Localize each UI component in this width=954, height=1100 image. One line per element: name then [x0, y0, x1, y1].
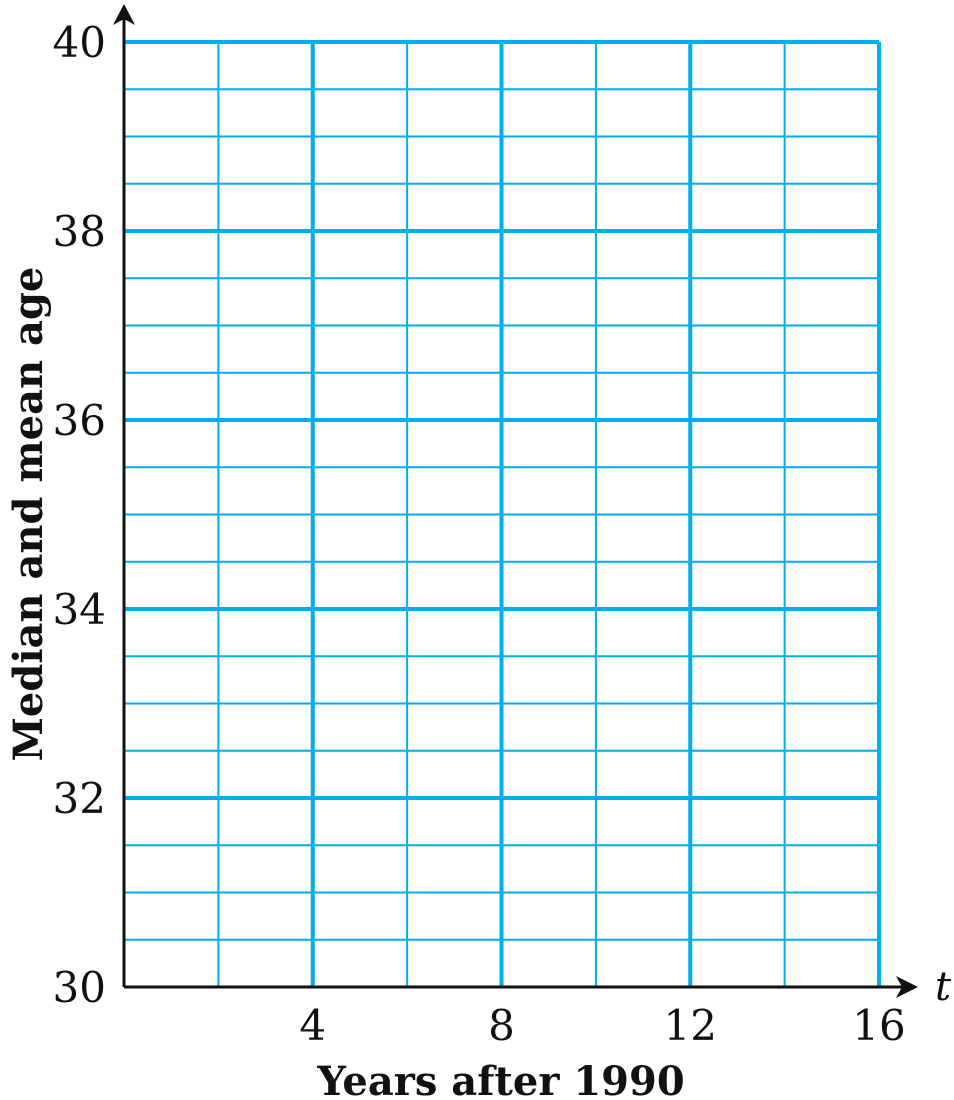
- y-tick-label: 40: [53, 18, 106, 67]
- x-tick-label: 12: [664, 1001, 717, 1050]
- x-tick-label: 8: [488, 1001, 515, 1050]
- y-tick-label: 34: [53, 585, 106, 634]
- y-tick-label: 36: [53, 396, 106, 445]
- x-axis-variable: t: [935, 964, 952, 1010]
- y-tick-label: 32: [53, 774, 106, 823]
- y-tick-labels: 30 32 34 36 38 40: [53, 18, 106, 1012]
- x-axis-arrow-icon: [896, 976, 918, 998]
- y-axis-title: Median and mean age: [5, 267, 52, 762]
- axes: [113, 4, 918, 998]
- x-tick-label: 4: [299, 1001, 326, 1050]
- x-tick-labels: 4 8 12 16: [299, 1001, 905, 1050]
- x-axis-title: Years after 1990: [316, 1058, 684, 1100]
- x-tick-label: 16: [852, 1001, 905, 1050]
- y-axis-arrow-icon: [113, 4, 135, 25]
- grid-major: [124, 40, 881, 987]
- y-tick-label: 30: [53, 963, 106, 1012]
- y-tick-label: 38: [53, 207, 106, 256]
